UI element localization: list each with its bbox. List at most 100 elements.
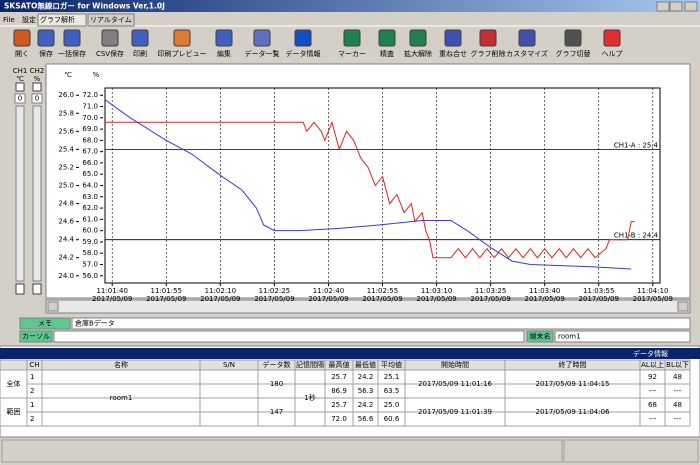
minimize-button[interactable] xyxy=(656,1,670,12)
offset-value[interactable]: 0 xyxy=(35,95,39,103)
menu-item[interactable]: 設定 xyxy=(22,15,36,24)
table-cell: 68 xyxy=(648,401,657,409)
toolbar-icon[interactable] xyxy=(518,29,536,47)
toolbar-label[interactable]: ヘルプ xyxy=(602,50,623,58)
column-header: 開始時間 xyxy=(441,360,469,369)
y2-tick-label: 56.0 xyxy=(82,272,98,280)
maximize-button[interactable] xyxy=(669,1,683,12)
toolbar-label[interactable]: 一括保存 xyxy=(58,49,86,58)
channel-label: CH2 xyxy=(30,67,45,75)
table-title: データ情報 xyxy=(633,349,668,358)
y-tick-label: 25.0 xyxy=(58,182,74,190)
offset-box[interactable] xyxy=(31,93,43,104)
scroll-bar[interactable] xyxy=(45,299,691,314)
y2-axis-unit: % xyxy=(93,71,100,79)
cursor-field[interactable] xyxy=(53,330,525,343)
offset-box[interactable] xyxy=(14,93,26,104)
menu-item[interactable]: File xyxy=(3,16,15,24)
y-tick-label: 25.6 xyxy=(58,127,74,135)
column-header: BL以下 xyxy=(666,361,689,369)
slider-button[interactable] xyxy=(32,283,42,295)
table-cell: 56.3 xyxy=(358,387,374,395)
tab-label[interactable]: グラフ解析 xyxy=(40,15,75,24)
checkbox[interactable] xyxy=(32,82,42,92)
terminal-label: 端末名 xyxy=(530,332,551,341)
x-tick-label: 11:02:55 xyxy=(367,287,398,295)
toolbar-label[interactable]: 開く xyxy=(15,50,29,58)
y2-tick-label: 72.0 xyxy=(82,91,98,99)
y2-tick-label: 67.0 xyxy=(82,148,98,156)
toolbar-icon[interactable] xyxy=(131,29,149,47)
toolbar-icon[interactable] xyxy=(173,29,191,47)
toolbar-icon[interactable] xyxy=(378,29,396,47)
toolbar-icon[interactable] xyxy=(444,29,462,47)
toolbar-icon[interactable] xyxy=(479,29,497,47)
series-line xyxy=(104,99,632,270)
terminal-value[interactable]: room1 xyxy=(558,333,581,341)
window-buttons[interactable] xyxy=(656,1,698,12)
name-cell: room1 xyxy=(110,394,133,402)
x-tick-label: 11:03:10 xyxy=(421,287,452,295)
y-tick-label: 24.8 xyxy=(58,200,74,208)
interval-cell: 1秒 xyxy=(304,393,315,402)
toolbar-label[interactable]: データ情報 xyxy=(286,49,321,58)
toolbar-label[interactable]: 精査 xyxy=(380,49,394,58)
table-cell: 24.2 xyxy=(358,401,374,409)
terminal-combo[interactable] xyxy=(554,330,691,343)
tab-label[interactable]: リアルタイム xyxy=(90,15,132,24)
toolbar-icon[interactable] xyxy=(13,29,31,47)
x-tick-label: 11:02:25 xyxy=(259,287,290,295)
slider-button[interactable] xyxy=(15,283,25,295)
table-cell: 2 xyxy=(30,415,34,423)
toolbar-label[interactable]: 編集 xyxy=(217,49,231,58)
close-button[interactable] xyxy=(684,1,698,12)
toolbar-icon[interactable] xyxy=(409,29,427,47)
toolbar-icon[interactable] xyxy=(603,29,621,47)
slider-track[interactable] xyxy=(15,105,25,282)
scroll-right[interactable] xyxy=(677,301,689,312)
y-tick-label: 24.2 xyxy=(58,254,74,262)
toolbar-label[interactable]: データ一覧 xyxy=(245,49,280,58)
toolbar-icon[interactable] xyxy=(343,29,361,47)
scroll-left[interactable] xyxy=(47,301,59,312)
tab[interactable] xyxy=(37,13,87,27)
offset-value[interactable]: 0 xyxy=(18,95,22,103)
x-tick-date: 2017/05/09 xyxy=(308,295,348,303)
y2-tick-label: 60.0 xyxy=(82,227,98,235)
toolbar-icon[interactable] xyxy=(101,29,119,47)
table-cell: 56.6 xyxy=(358,415,374,423)
toolbar-icon[interactable] xyxy=(215,29,233,47)
toolbar-label[interactable]: 拡大解除 xyxy=(404,49,432,58)
toolbar-label[interactable]: 印刷 xyxy=(133,50,147,58)
toolbar-label[interactable]: マーカー xyxy=(338,50,366,58)
memo-field[interactable] xyxy=(71,317,691,330)
toolbar-label[interactable]: CSV保存 xyxy=(96,49,124,58)
toolbar-icon[interactable] xyxy=(63,29,81,47)
slider-track[interactable] xyxy=(32,105,42,282)
y-axis-unit: ℃ xyxy=(64,71,72,79)
column-header: AL以上 xyxy=(641,360,664,369)
table-cell: 92 xyxy=(648,373,657,381)
table-cell: 63.5 xyxy=(384,387,400,395)
toolbar-icon[interactable] xyxy=(294,29,312,47)
table-cell: --- xyxy=(674,387,682,395)
toolbar-label[interactable]: グラフ切替 xyxy=(556,49,591,58)
cursor-label-box xyxy=(19,330,53,343)
unit-label: % xyxy=(34,75,41,83)
column-header: 最高値 xyxy=(329,360,350,369)
tab[interactable] xyxy=(87,13,135,27)
toolbar-label[interactable]: 印刷プレビュー xyxy=(158,49,207,58)
toolbar-icon[interactable] xyxy=(37,29,55,47)
y-tick-label: 24.4 xyxy=(58,236,74,244)
toolbar-label[interactable]: 保存 xyxy=(39,49,53,58)
toolbar-icon[interactable] xyxy=(253,29,271,47)
toolbar-label[interactable]: グラフ削除 xyxy=(471,49,506,58)
channel-label: CH1 xyxy=(13,67,28,75)
toolbar-label[interactable]: カスタマイズ xyxy=(506,49,548,58)
toolbar-icon[interactable] xyxy=(564,29,582,47)
memo-text[interactable]: 倉庫Bデータ xyxy=(75,319,115,328)
checkbox[interactable] xyxy=(15,82,25,92)
chart-panel xyxy=(45,63,691,299)
x-tick-label: 11:03:40 xyxy=(529,287,560,295)
toolbar-label[interactable]: 重ね合せ xyxy=(439,49,467,58)
